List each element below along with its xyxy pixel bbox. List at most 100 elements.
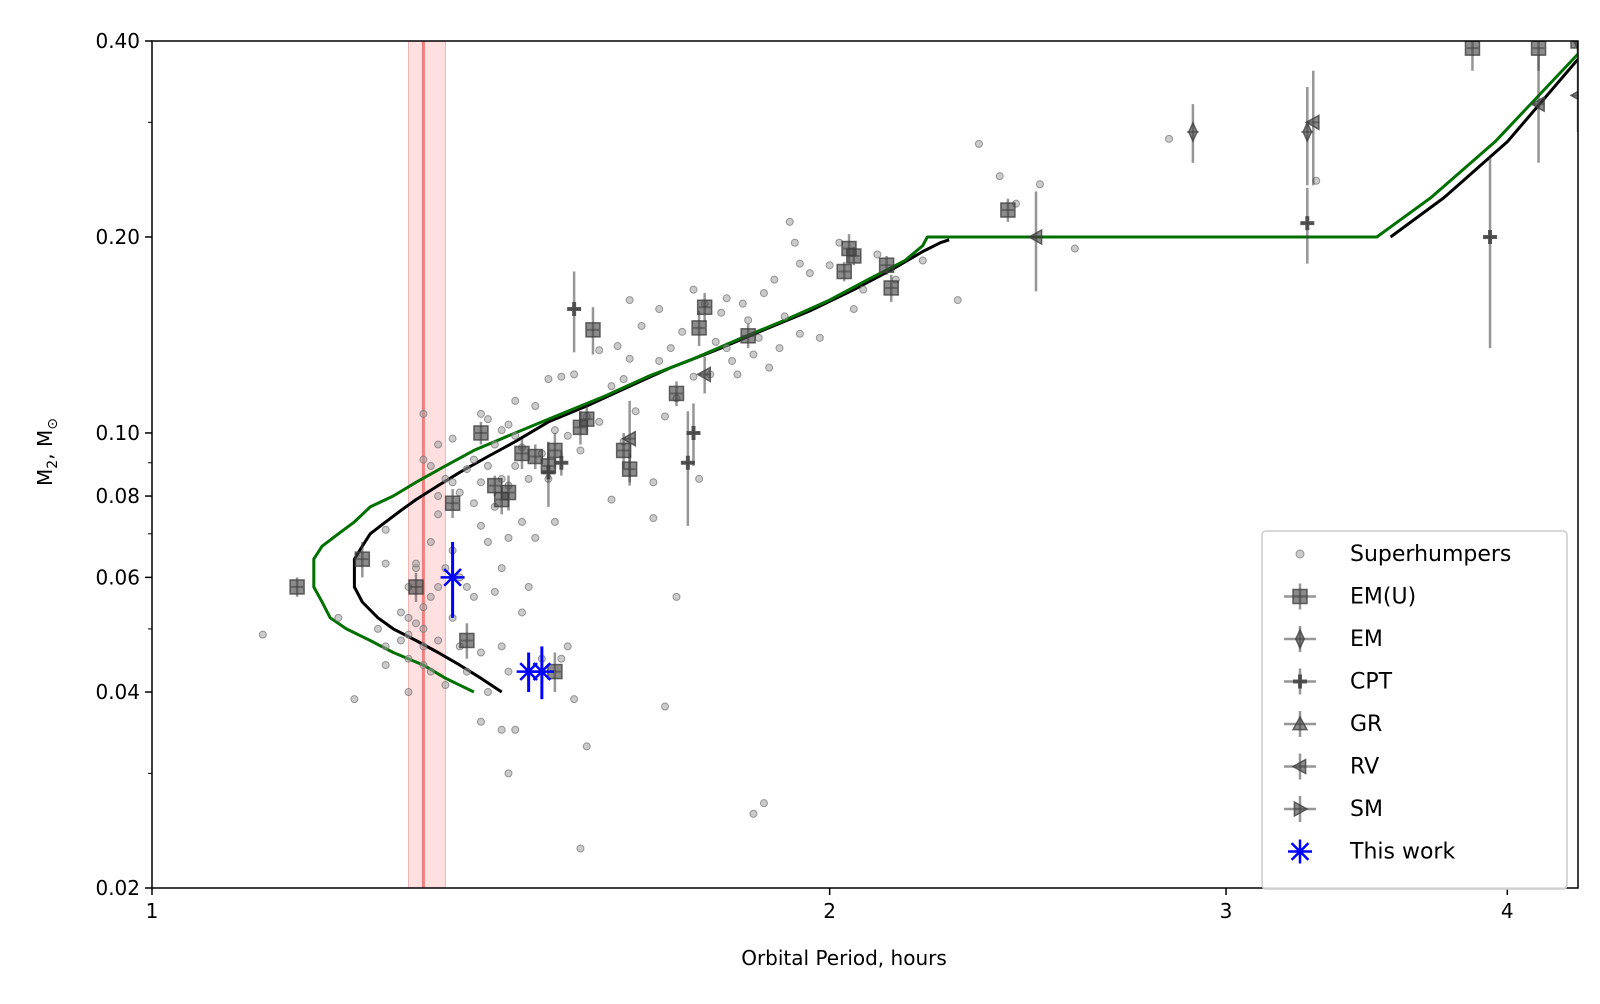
data-point — [462, 582, 471, 591]
data-point — [1570, 41, 1578, 49]
legend-entry: SM — [1284, 796, 1383, 822]
triangle-up-icon — [1291, 715, 1309, 731]
y-tick-label: 0.02 — [95, 876, 140, 900]
data-point — [517, 608, 526, 617]
data-point — [497, 642, 506, 651]
plot-frame — [151, 40, 1579, 889]
data-point — [1302, 121, 1313, 143]
data-point — [419, 603, 428, 612]
legend-label: GR — [1350, 712, 1382, 737]
y-axis-label-unit-symbol: ⊙ — [45, 418, 61, 430]
series-em-u- — [289, 41, 1578, 693]
data-point — [419, 624, 428, 633]
data-point — [381, 559, 390, 568]
data-point — [795, 259, 804, 268]
series-em — [1186, 41, 1578, 186]
data-point — [434, 492, 443, 501]
data-point — [625, 354, 634, 363]
data-point — [381, 642, 390, 651]
data-point — [678, 327, 687, 336]
data-point — [497, 725, 506, 734]
data-point — [396, 608, 405, 617]
data-point — [595, 346, 604, 355]
legend-label: This work — [1349, 840, 1455, 865]
data-point — [1483, 229, 1498, 244]
data-point — [404, 630, 413, 639]
data-point — [469, 499, 478, 508]
data-point — [462, 465, 471, 474]
data-point — [544, 375, 553, 384]
data-point — [672, 592, 681, 601]
data-point — [289, 579, 305, 595]
data-point — [440, 565, 465, 590]
data-point — [873, 250, 882, 259]
data-point — [660, 412, 669, 421]
data-point — [404, 654, 413, 663]
thin-diamond-icon — [1294, 628, 1306, 650]
data-point — [607, 495, 616, 504]
data-point — [666, 344, 675, 353]
data-point — [547, 442, 563, 459]
x-tick-label: 4 — [1501, 899, 1514, 923]
data-point — [527, 448, 544, 465]
y-tick-label: 0.06 — [95, 565, 140, 589]
data-point — [511, 431, 520, 440]
data-point — [1035, 180, 1044, 189]
data-point — [483, 688, 492, 697]
x-axis-label: Orbital Period, hours — [741, 946, 947, 970]
data-point — [258, 630, 267, 639]
data-point — [419, 661, 428, 670]
data-point — [765, 363, 774, 372]
data-point — [1530, 41, 1547, 56]
data-point — [476, 409, 485, 418]
data-point — [728, 356, 737, 365]
data-point — [655, 305, 664, 314]
y-tick-label: 0.20 — [95, 225, 140, 249]
data-point — [570, 370, 579, 379]
legend-entry: RV — [1284, 753, 1379, 780]
legend-entry: GR — [1284, 711, 1382, 737]
data-point — [668, 385, 685, 402]
data-point — [524, 474, 533, 483]
data-point — [733, 370, 742, 379]
data-point — [350, 695, 359, 704]
data-point — [531, 402, 540, 411]
data-point — [1572, 41, 1578, 52]
data-point — [550, 517, 559, 526]
data-point — [918, 256, 927, 265]
series-this-work — [440, 541, 554, 700]
data-point — [557, 372, 566, 381]
data-point — [1304, 114, 1320, 131]
data-point — [795, 329, 804, 338]
data-point — [541, 465, 556, 480]
data-point — [476, 478, 485, 487]
data-point — [613, 342, 622, 351]
data-point — [995, 172, 1004, 181]
legend-entry: EM — [1284, 626, 1383, 652]
data-point — [476, 648, 485, 657]
y-axis-label-unit: , M — [33, 430, 57, 460]
x-tick-label: 3 — [1220, 899, 1233, 923]
data-point — [759, 799, 768, 808]
data-point — [691, 320, 707, 336]
data-point — [689, 285, 698, 294]
data-point — [805, 269, 814, 278]
data-point — [576, 446, 585, 455]
data-point — [434, 582, 443, 591]
data-point — [722, 294, 731, 303]
data-point — [419, 455, 428, 464]
data-point — [334, 613, 343, 622]
data-point — [459, 632, 475, 649]
data-point — [770, 275, 779, 284]
data-point — [455, 488, 464, 497]
data-point — [434, 636, 443, 645]
legend-label: RV — [1350, 755, 1379, 780]
data-point — [738, 299, 747, 308]
data-point — [550, 426, 559, 435]
data-point — [695, 474, 704, 483]
data-point — [689, 372, 698, 381]
data-point — [825, 261, 834, 270]
data-point — [836, 263, 852, 280]
svg-text:M2, M⊙: M2, M⊙ — [33, 418, 61, 486]
data-point — [497, 426, 506, 435]
